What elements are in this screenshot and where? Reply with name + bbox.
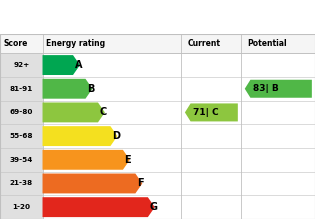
Polygon shape: [43, 126, 117, 146]
Text: D: D: [112, 131, 120, 141]
Polygon shape: [245, 80, 312, 98]
Text: G: G: [149, 202, 158, 212]
Bar: [0, 53, 43, 77]
Polygon shape: [43, 173, 142, 193]
Bar: [0, 124, 43, 148]
Bar: [0, 195, 43, 219]
Text: Energy Efficiency Rating: Energy Efficiency Rating: [8, 11, 191, 24]
Text: Energy rating: Energy rating: [46, 39, 105, 48]
Text: 69-80: 69-80: [9, 110, 33, 115]
Bar: [0, 172, 43, 195]
Text: 92+: 92+: [13, 62, 29, 68]
Bar: [0, 148, 43, 172]
Text: 1-20: 1-20: [12, 204, 30, 210]
Text: 21-38: 21-38: [10, 180, 33, 186]
Text: 39-54: 39-54: [10, 157, 33, 163]
Polygon shape: [43, 150, 130, 170]
Text: F: F: [137, 178, 144, 189]
Text: C: C: [100, 108, 107, 117]
Text: A: A: [75, 60, 82, 70]
Bar: [0, 34, 315, 53]
Polygon shape: [43, 102, 105, 122]
Text: Score: Score: [3, 39, 27, 48]
Polygon shape: [185, 103, 238, 121]
Text: E: E: [124, 155, 131, 165]
Polygon shape: [43, 197, 155, 217]
Text: 83| B: 83| B: [253, 84, 278, 93]
Bar: [0, 101, 43, 124]
Polygon shape: [43, 55, 80, 75]
Text: 55-68: 55-68: [9, 133, 33, 139]
Text: Potential: Potential: [247, 39, 287, 48]
Bar: [0, 77, 43, 101]
Text: 81-91: 81-91: [10, 86, 33, 92]
Text: Current: Current: [187, 39, 220, 48]
Text: 71| C: 71| C: [193, 108, 218, 117]
Text: B: B: [87, 84, 94, 94]
Polygon shape: [43, 79, 92, 99]
